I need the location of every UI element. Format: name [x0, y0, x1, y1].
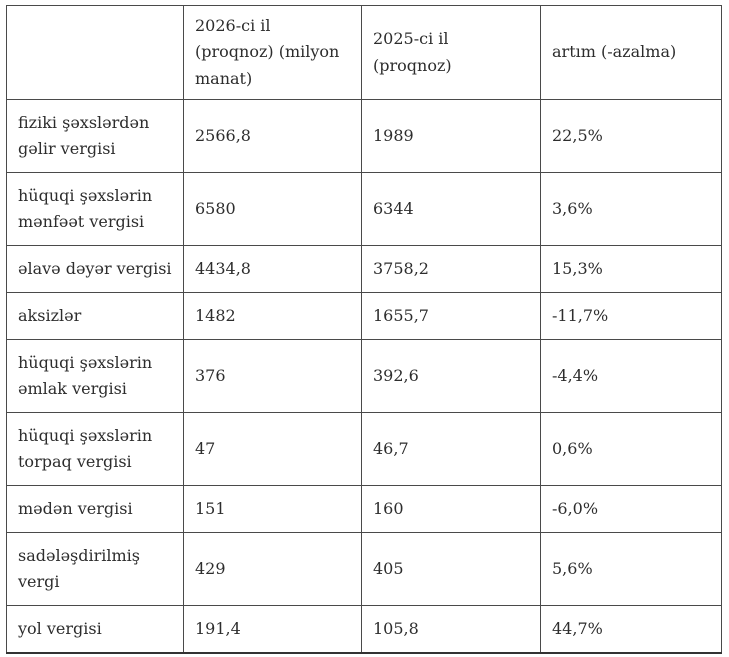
row-label: hüquqi şəxslərin torpaq vergisi — [6, 412, 184, 486]
value-2026-cell: 4434,8 — [183, 245, 362, 293]
row-label: hüquqi şəxslərin əmlak vergisi — [6, 339, 184, 413]
change-value: -11,7% — [540, 292, 722, 340]
header-2026-cell: 2026-ci il (proqnoz) (milyon manat) — [183, 5, 362, 100]
row-label: aksizlər — [6, 292, 184, 340]
change-value: 44,7% — [540, 605, 722, 653]
change-value: 15,3% — [540, 245, 722, 293]
value-2025-cell: 6344 — [361, 172, 541, 246]
change-value: 0,6% — [540, 412, 722, 486]
change-value: 3,6% — [540, 172, 722, 246]
value-2025-cell: 1655,7 — [361, 292, 541, 340]
value-2026-cell: 6580 — [183, 172, 362, 246]
change-value: 22,5% — [540, 99, 722, 173]
value-2026-cell: 151 — [183, 485, 362, 533]
table-row: hüquqi şəxslərin torpaq vergisi 47 46,7 … — [6, 412, 722, 486]
change-value: 5,6% — [540, 532, 722, 606]
value-2025-cell: 405 — [361, 532, 541, 606]
table-row: yol vergisi 191,4 105,8 44,7% — [6, 605, 722, 653]
table-row: mədən vergisi 151 160 -6,0% — [6, 485, 722, 533]
value-2026-cell: 47 — [183, 412, 362, 486]
row-label: hüquqi şəxslərin mənfəət vergisi — [6, 172, 184, 246]
change-value: -6,0% — [540, 485, 722, 533]
header-change-cell: artım (-azalma) — [540, 5, 722, 100]
value-2025-cell: 46,7 — [361, 412, 541, 486]
change-value: -4,4% — [540, 339, 722, 413]
header-row: 2026-ci il (proqnoz) (milyon manat) 2025… — [6, 5, 722, 100]
value-2026-cell: 376 — [183, 339, 362, 413]
value-2026-cell: 429 — [183, 532, 362, 606]
value-2025-cell: 3758,2 — [361, 245, 541, 293]
row-label: mədən vergisi — [6, 485, 184, 533]
table-row: əlavə dəyər vergisi 4434,8 3758,2 15,3% — [6, 245, 722, 293]
value-2026-cell: 1482 — [183, 292, 362, 340]
table-row: aksizlər 1482 1655,7 -11,7% — [6, 292, 722, 340]
value-2025-cell: 392,6 — [361, 339, 541, 413]
table-row: hüquqi şəxslərin əmlak vergisi 376 392,6… — [6, 339, 722, 413]
header-2025-cell: 2025-ci il (proqnoz) — [361, 5, 541, 100]
row-label: yol vergisi — [6, 605, 184, 653]
row-label: əlavə dəyər vergisi — [6, 245, 184, 293]
table-row: hüquqi şəxslərin mənfəət vergisi 6580 63… — [6, 172, 722, 246]
value-2025-cell: 1989 — [361, 99, 541, 173]
tax-forecast-table: 2026-ci il (proqnoz) (milyon manat) 2025… — [6, 5, 722, 654]
value-2026-cell: 191,4 — [183, 605, 362, 653]
value-2025-cell: 105,8 — [361, 605, 541, 653]
row-label: sadələşdirilmiş vergi — [6, 532, 184, 606]
header-empty-cell — [6, 5, 184, 100]
value-2026-cell: 2566,8 — [183, 99, 362, 173]
row-label: fiziki şəxslərdən gəlir vergisi — [6, 99, 184, 173]
table-row: sadələşdirilmiş vergi 429 405 5,6% — [6, 532, 722, 606]
table-row: fiziki şəxslərdən gəlir vergisi 2566,8 1… — [6, 99, 722, 173]
value-2025-cell: 160 — [361, 485, 541, 533]
